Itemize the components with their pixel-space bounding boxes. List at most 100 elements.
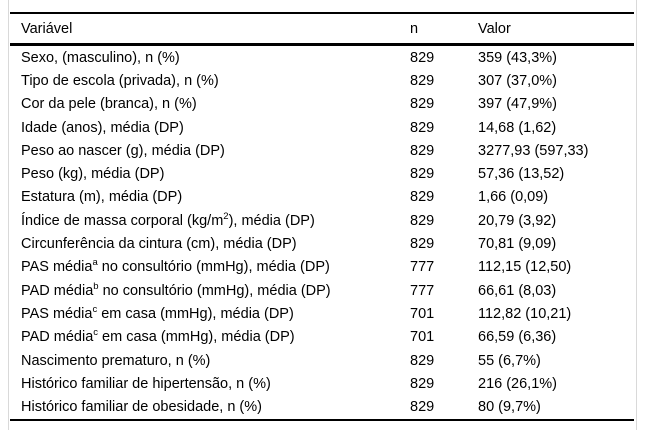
footnote-marker-c: c: [92, 304, 98, 316]
table-row: Estatura (m), média (DP) 829 1,66 (0,09): [10, 186, 634, 209]
value-cell: 55 (6,7%): [478, 352, 541, 369]
value-cell: 112,82 (10,21): [478, 305, 572, 322]
n-cell: 829: [410, 72, 435, 89]
n-cell: 829: [410, 142, 435, 159]
variable-text-after: em casa (mmHg), média (DP): [98, 329, 295, 346]
n-cell: 829: [410, 189, 435, 206]
variable-text: PAS média: [21, 259, 93, 276]
variable-cell: Cor da pele (branca), n (%): [10, 93, 410, 116]
page-edge-rule-left: [8, 0, 9, 430]
variable-cell: PAS médiac em casa (mmHg), média (DP): [10, 302, 410, 325]
value-cell: 70,81 (9,09): [478, 236, 557, 253]
variable-cell: Histórico familiar de obesidade, n (%): [10, 395, 410, 421]
variable-text: PAD média: [21, 282, 94, 299]
variable-cell: Tipo de escola (privada), n (%): [10, 69, 410, 92]
superscript-2: 2: [223, 210, 229, 222]
column-header-variavel: Variável: [10, 12, 410, 46]
footnote-marker-c: c: [93, 327, 99, 339]
variable-text-after: no consultório (mmHg), média (DP): [97, 259, 330, 276]
variable-text-after: ), média (DP): [228, 212, 315, 229]
variable-text-after: em casa (mmHg), média (DP): [97, 305, 294, 322]
value-cell: 397 (47,9%): [478, 96, 557, 113]
variable-text: Índice de massa corporal (kg/m: [21, 212, 224, 229]
n-cell: 829: [410, 352, 435, 369]
n-cell: 701: [410, 305, 435, 322]
table-row: Cor da pele (branca), n (%) 829 397 (47,…: [10, 93, 634, 116]
variable-text: Tipo de escola (privada), n (%): [21, 72, 219, 89]
variable-text: Idade (anos), média (DP): [21, 119, 184, 136]
footnote-marker-a: a: [92, 257, 98, 269]
n-cell: 829: [410, 212, 435, 229]
variable-text: Histórico familiar de obesidade, n (%): [21, 399, 262, 416]
variable-text: Sexo, (masculino), n (%): [21, 49, 180, 66]
table-row: Circunferência da cintura (cm), média (D…: [10, 232, 634, 255]
n-cell: 829: [410, 49, 435, 66]
variable-cell: Idade (anos), média (DP): [10, 116, 410, 139]
table-row: Peso ao nascer (g), média (DP) 829 3277,…: [10, 139, 634, 162]
table-row: Índice de massa corporal (kg/m2), média …: [10, 209, 634, 232]
variable-text: PAD média: [21, 329, 94, 346]
variable-cell: Circunferência da cintura (cm), média (D…: [10, 232, 410, 255]
n-cell: 829: [410, 395, 478, 421]
table-row: PAS médiac em casa (mmHg), média (DP) 70…: [10, 302, 634, 325]
value-cell: 57,36 (13,52): [478, 166, 565, 183]
n-cell: 777: [410, 259, 435, 276]
variable-cell: Sexo, (masculino), n (%): [10, 45, 410, 70]
n-cell: 829: [410, 166, 435, 183]
table-header: Variável n Valor: [10, 12, 634, 46]
column-header-valor: Valor: [478, 12, 634, 46]
table-row: Nascimento prematuro, n (%) 829 55 (6,7%…: [10, 349, 634, 372]
variable-text-after: no consultório (mmHg), média (DP): [98, 282, 331, 299]
value-cell: 307 (37,0%): [478, 72, 557, 89]
variable-text: Histórico familiar de hipertensão, n (%): [21, 375, 271, 392]
value-cell: 14,68 (1,62): [478, 119, 557, 136]
table-row: PAD médiab no consultório (mmHg), média …: [10, 279, 634, 302]
value-cell: 1,66 (0,09): [478, 189, 549, 206]
n-cell: 829: [410, 375, 435, 392]
table-row: PAS médiaa no consultório (mmHg), média …: [10, 256, 634, 279]
value-cell: 359 (43,3%): [478, 49, 557, 66]
table-row: Sexo, (masculino), n (%) 829 359 (43,3%): [10, 45, 634, 70]
variable-text: Cor da pele (branca), n (%): [21, 96, 197, 113]
variable-text: Peso ao nascer (g), média (DP): [21, 142, 225, 159]
table-row: Histórico familiar de obesidade, n (%) 8…: [10, 395, 634, 421]
variable-cell: PAD médiac em casa (mmHg), média (DP): [10, 326, 410, 349]
table-row: Tipo de escola (privada), n (%) 829 307 …: [10, 69, 634, 92]
variable-cell: Nascimento prematuro, n (%): [10, 349, 410, 372]
n-cell: 777: [410, 282, 435, 299]
variable-text: Circunferência da cintura (cm), média (D…: [21, 236, 297, 253]
value-cell: 66,59 (6,36): [478, 329, 557, 346]
variable-text: Nascimento prematuro, n (%): [21, 352, 211, 369]
variable-text: Peso (kg), média (DP): [21, 166, 165, 183]
value-cell: 20,79 (3,92): [478, 212, 557, 229]
footnote-marker-b: b: [93, 280, 99, 292]
variable-cell: Histórico familiar de hipertensão, n (%): [10, 372, 410, 395]
value-cell: 112,15 (12,50): [478, 259, 572, 276]
table-row: PAD médiac em casa (mmHg), média (DP) 70…: [10, 326, 634, 349]
n-cell: 829: [410, 236, 435, 253]
value-cell: 66,61 (8,03): [478, 282, 557, 299]
column-header-n: n: [410, 12, 478, 46]
n-cell: 701: [410, 329, 435, 346]
variable-text: Estatura (m), média (DP): [21, 189, 183, 206]
value-cell: 216 (26,1%): [478, 375, 557, 392]
table-row: Histórico familiar de hipertensão, n (%)…: [10, 372, 634, 395]
variable-cell: Peso ao nascer (g), média (DP): [10, 139, 410, 162]
variable-cell: PAD médiab no consultório (mmHg), média …: [10, 279, 410, 302]
table-row: Peso (kg), média (DP) 829 57,36 (13,52): [10, 162, 634, 185]
table-body: Sexo, (masculino), n (%) 829 359 (43,3%)…: [10, 45, 634, 421]
stats-table: Variável n Valor Sexo, (masculino), n (%…: [10, 12, 634, 421]
variable-text: PAS média: [21, 305, 93, 322]
table-row: Idade (anos), média (DP) 829 14,68 (1,62…: [10, 116, 634, 139]
header-row: Variável n Valor: [10, 12, 634, 46]
variable-cell: Peso (kg), média (DP): [10, 162, 410, 185]
value-cell: 3277,93 (597,33): [478, 142, 589, 159]
n-cell: 829: [410, 96, 435, 113]
n-cell: 829: [410, 119, 435, 136]
page-edge-rule-right: [636, 0, 637, 430]
value-cell: 80 (9,7%): [478, 395, 634, 421]
variable-cell: Índice de massa corporal (kg/m2), média …: [10, 209, 410, 232]
variable-cell: PAS médiaa no consultório (mmHg), média …: [10, 256, 410, 279]
variable-cell: Estatura (m), média (DP): [10, 186, 410, 209]
